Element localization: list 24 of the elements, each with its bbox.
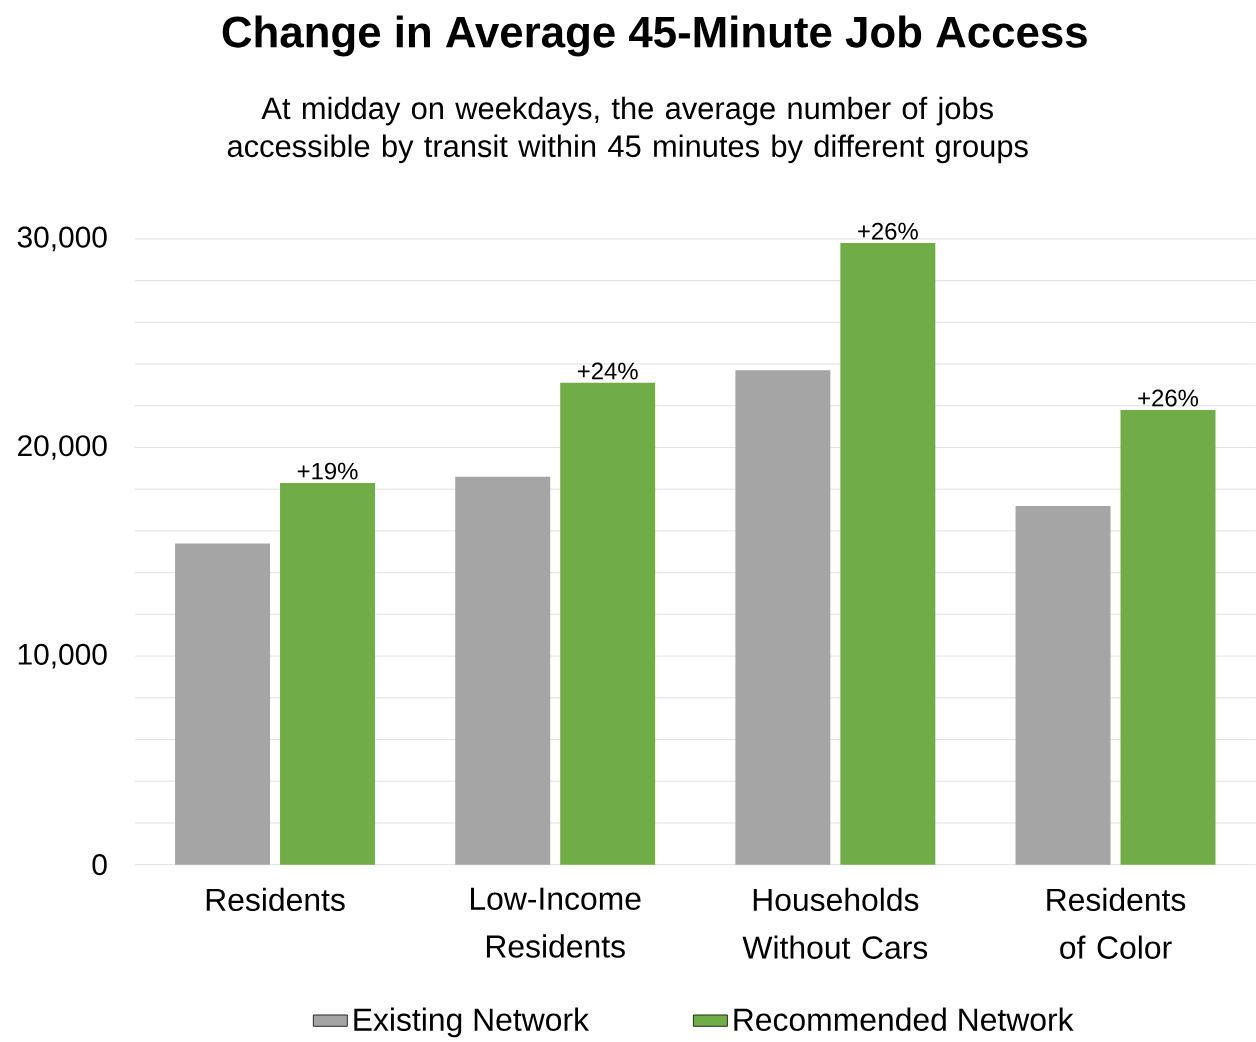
- bar: [840, 243, 936, 865]
- y-tick-label: 10,000: [18, 643, 107, 669]
- bar: [735, 370, 831, 865]
- x-tick-label: Low-Income Residents: [471, 887, 641, 958]
- x-tick-label: Households Without Cars: [742, 887, 928, 960]
- x-tick-label: Residents of Color: [1047, 887, 1186, 960]
- legend-label: Existing Network: [354, 1007, 590, 1038]
- annotation: +26%: [1138, 389, 1199, 407]
- bar: [560, 382, 656, 865]
- annotation: +19%: [297, 462, 358, 480]
- annotation: +24%: [577, 362, 638, 380]
- y-tick-label: 0: [92, 854, 107, 876]
- chart-title: Change in Average 45-Minute Job Access: [222, 15, 1087, 57]
- legend-label: Recommended Network: [734, 1007, 1074, 1032]
- annotation: +26%: [858, 222, 918, 240]
- y-tick-label: 20,000: [18, 435, 107, 460]
- chart-subtitle: At midday on weekdays, the average number of jobs accessible by transit within 45 minutes by different groups: [227, 96, 1028, 164]
- bar: [1120, 410, 1216, 865]
- y-tick-label: 30,000: [17, 226, 107, 252]
- bar: [455, 476, 551, 865]
- x-tick-label: Residents: [206, 887, 345, 912]
- bar: [280, 483, 376, 865]
- bar: [175, 543, 271, 865]
- bar: [1015, 506, 1111, 865]
